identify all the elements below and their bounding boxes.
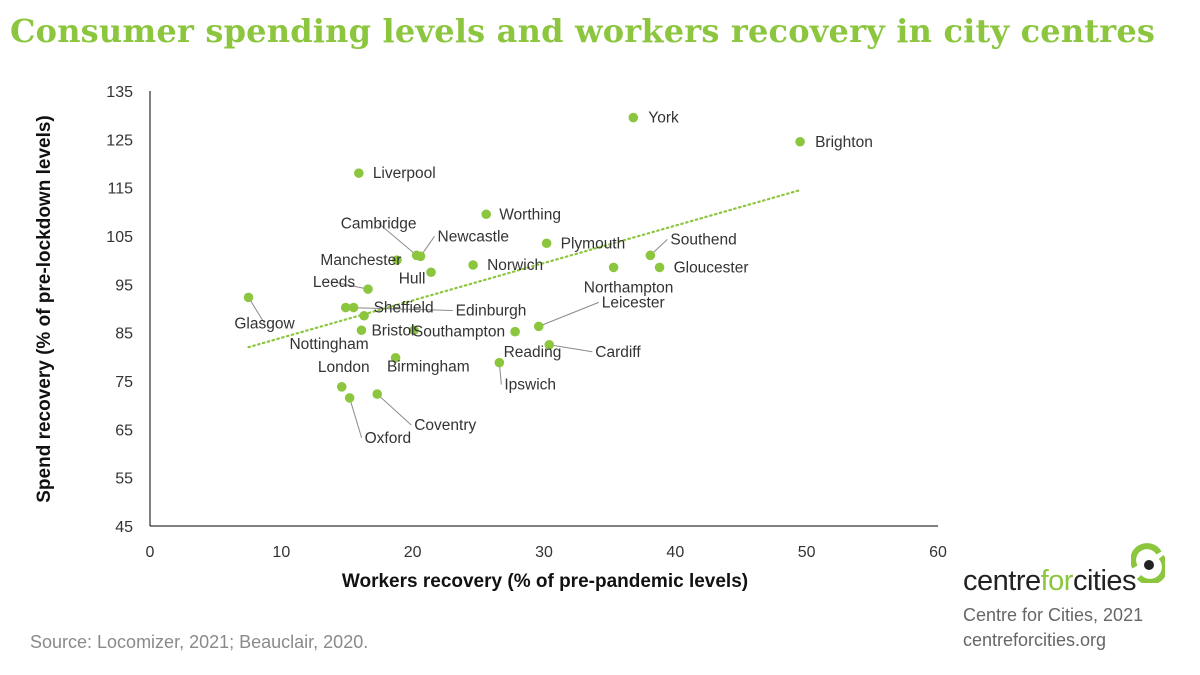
trendline xyxy=(247,188,802,349)
point-label-leicester: Leicester xyxy=(602,294,665,311)
point-label-glasgow: Glasgow xyxy=(234,315,295,332)
point-label-cardiff: Cardiff xyxy=(595,344,641,361)
data-point-worthing xyxy=(481,209,492,220)
x-tick-label: 0 xyxy=(146,544,155,561)
leader-line-leeds xyxy=(333,281,369,290)
data-point-ipswich xyxy=(494,357,505,368)
point-label-liverpool: Liverpool xyxy=(373,165,436,182)
data-point-gloucester xyxy=(654,262,665,273)
y-tick-label: 45 xyxy=(115,519,133,536)
axes: 45 55 65 75 85 95 105 115 125 135 0 10 20 30 40 50 60 xyxy=(106,84,947,561)
y-tick-label: 105 xyxy=(106,229,133,246)
data-point-southend xyxy=(645,250,656,261)
y-tick-label: 75 xyxy=(115,374,133,391)
data-point-norwich xyxy=(468,260,478,270)
y-tick-label: 85 xyxy=(115,326,133,343)
data-points xyxy=(243,112,805,403)
x-axis-title: Workers recovery (% of pre-pandemic leve… xyxy=(342,571,748,592)
data-point-nottingham xyxy=(359,310,369,321)
leader-line-leicester xyxy=(538,301,599,327)
point-label-leeds: Leeds xyxy=(313,274,355,291)
y-tick-label: 115 xyxy=(107,181,133,198)
point-label-cambridge: Cambridge xyxy=(341,215,417,232)
data-point-london xyxy=(336,382,347,392)
data-point-reading xyxy=(390,353,401,363)
data-point-manchester xyxy=(392,255,402,265)
leader-line-oxford xyxy=(349,397,363,439)
data-point-edinburgh xyxy=(340,302,351,313)
point-label-edinburgh: Edinburgh xyxy=(456,303,527,320)
data-point-leicester xyxy=(533,321,544,332)
data-point-oxford xyxy=(344,393,355,403)
y-tick-label: 55 xyxy=(115,471,133,488)
point-label-london: London xyxy=(318,359,370,376)
leader-line-glasgow xyxy=(248,297,265,324)
point-label-birmingham: Birmingham xyxy=(387,358,470,375)
centre-for-cities-branding: centreforcities Centre for Cities, 2021 … xyxy=(963,543,1193,663)
centre-for-cities-logo-icon xyxy=(1131,543,1165,583)
y-tick-label: 135 xyxy=(106,84,133,101)
y-axis-title: Spend recovery (% of pre-lockdown levels… xyxy=(34,115,55,503)
x-tick-label: 20 xyxy=(404,544,422,561)
point-label-newcastle: Newcastle xyxy=(438,228,510,245)
data-point-bristol xyxy=(356,325,367,336)
point-label-northampton: Northampton xyxy=(584,279,674,296)
point-label-york: York xyxy=(648,110,679,127)
leader-line-cambridge xyxy=(378,222,417,256)
x-tick-label: 10 xyxy=(272,544,290,561)
x-tick-label: 50 xyxy=(798,544,816,561)
leader-line-cardiff xyxy=(549,344,593,353)
data-point-liverpool xyxy=(354,168,364,178)
x-tick-label: 60 xyxy=(929,544,947,561)
brand-credit: Centre for Cities, 2021 xyxy=(963,605,1144,625)
data-point-glasgow xyxy=(243,292,254,303)
x-tick-label: 30 xyxy=(535,544,553,561)
brand-url: centreforcities.org xyxy=(963,630,1107,650)
y-tick-label: 95 xyxy=(115,277,133,294)
point-label-nottingham: Nottingham xyxy=(289,336,368,353)
source-note: Source: Locomizer, 2021; Beauclair, 2020… xyxy=(30,632,369,652)
point-label-plymouth: Plymouth xyxy=(561,235,626,252)
point-label-worthing: Worthing xyxy=(499,206,561,223)
x-tick-label: 40 xyxy=(666,544,684,561)
point-label-sheffield: Sheffield xyxy=(374,300,434,317)
centre-for-cities-logo: centreforcities xyxy=(963,565,1137,597)
data-point-plymouth xyxy=(541,238,552,249)
point-labels: York Brighton Liverpool Worthing Cambridge Ne… xyxy=(234,110,872,447)
point-label-manchester: Manchester xyxy=(320,252,401,269)
point-label-southampton: Southampton xyxy=(413,324,505,341)
point-label-oxford: Oxford xyxy=(365,430,412,447)
leader-line-coventry xyxy=(376,393,412,426)
point-label-gloucester: Gloucester xyxy=(674,259,749,276)
data-point-birmingham xyxy=(409,325,419,336)
point-label-hull: Hull xyxy=(399,270,426,287)
y-tick-label: 125 xyxy=(106,132,133,149)
point-label-coventry: Coventry xyxy=(414,417,476,434)
leader-line-edinburgh xyxy=(345,307,453,312)
point-label-brighton: Brighton xyxy=(815,134,873,151)
data-point-northampton xyxy=(608,262,619,273)
point-label-ipswich: Ipswich xyxy=(504,377,556,394)
data-point-coventry xyxy=(372,389,383,399)
data-point-brighton xyxy=(795,136,805,147)
data-point-sheffield xyxy=(348,302,359,313)
data-point-york xyxy=(628,112,639,123)
y-tick-label: 65 xyxy=(115,422,133,439)
data-point-leeds xyxy=(363,284,373,294)
data-point-newcastle xyxy=(415,251,426,262)
chart-title: Consumer spending levels and workers rec… xyxy=(10,12,1156,50)
data-point-cardiff xyxy=(544,339,555,350)
point-label-reading: Reading xyxy=(504,344,562,361)
data-point-hull xyxy=(426,267,436,278)
point-label-norwich: Norwich xyxy=(487,257,543,274)
point-label-bristol: Bristol xyxy=(371,322,414,339)
point-label-southend: Southend xyxy=(670,231,736,248)
data-point-southampton xyxy=(510,326,520,337)
